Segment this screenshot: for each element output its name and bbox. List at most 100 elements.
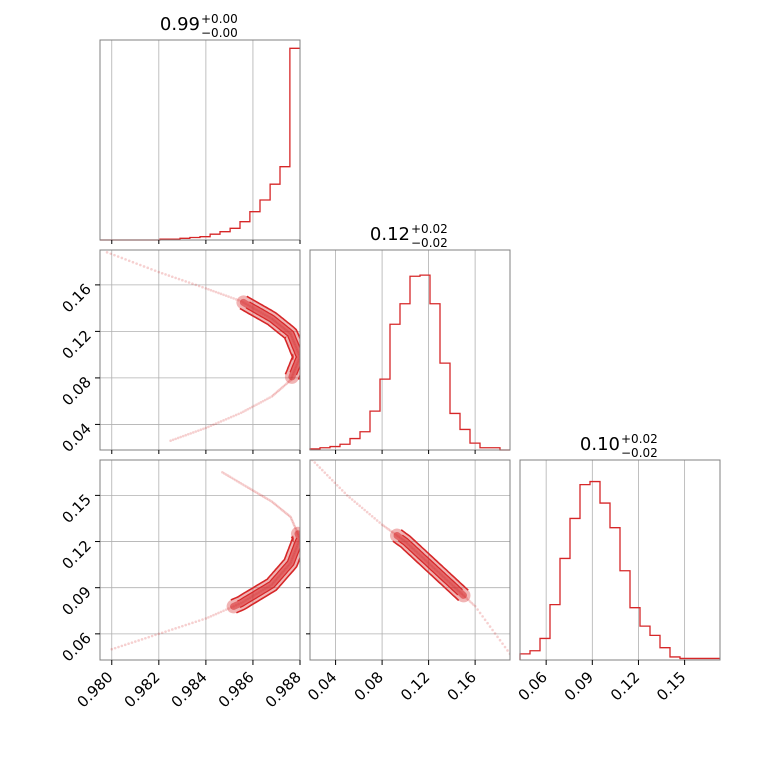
histogram-bin: [610, 528, 620, 660]
sample-point: [323, 471, 327, 474]
sample-point: [262, 495, 265, 498]
sample-point: [373, 517, 376, 520]
sample-point: [260, 494, 263, 497]
sample-point: [174, 627, 177, 630]
sample-point: [343, 491, 347, 495]
sample-point: [139, 263, 142, 267]
histogram-bin: [270, 184, 280, 240]
sample-point: [184, 433, 188, 437]
sample-point: [333, 481, 337, 485]
histogram-bin: [230, 228, 240, 240]
sample-point: [493, 632, 497, 635]
sample-point: [181, 278, 184, 282]
sample-point: [278, 388, 282, 391]
density-band: [239, 298, 300, 381]
histogram-bin: [550, 605, 560, 660]
y-tick-label: 0.04: [58, 420, 94, 456]
sample-point: [292, 523, 296, 526]
sample-point: [204, 287, 208, 290]
sample-point: [229, 415, 233, 419]
sample-point: [237, 480, 241, 484]
sample-point: [222, 293, 225, 297]
sample-point: [222, 419, 225, 422]
histogram-bin: [650, 635, 660, 660]
sample-point: [227, 607, 230, 610]
sample-point: [242, 410, 245, 413]
sample-point: [481, 615, 484, 618]
histogram-bin: [390, 324, 400, 450]
sample-point: [491, 628, 494, 632]
title-plus: +0.02: [411, 222, 448, 236]
sample-point: [174, 276, 177, 280]
sample-point: [150, 267, 153, 271]
contour-line: [246, 295, 300, 380]
histogram-bin: [520, 654, 530, 660]
histogram-bin: [290, 48, 300, 240]
title-plus: +0.02: [621, 432, 658, 446]
title-plus: +0.00: [201, 12, 238, 26]
histogram-bin: [570, 518, 580, 660]
sample-point: [217, 291, 220, 295]
sample-point: [142, 265, 146, 268]
sample-point: [486, 621, 489, 625]
y-tick-label: 0.06: [58, 629, 94, 665]
sample-point: [230, 476, 233, 480]
sample-point: [279, 507, 283, 511]
sample-point: [116, 255, 120, 258]
sample-point: [282, 384, 286, 388]
sample-point: [267, 498, 270, 501]
sample-point: [261, 399, 265, 403]
density-panel: [105, 251, 300, 442]
histogram-bin: [640, 626, 650, 660]
axes-frame: [99, 249, 301, 451]
sample-point: [496, 635, 499, 639]
sample-point: [365, 510, 369, 514]
sample-point: [258, 493, 262, 496]
sample-point: [255, 491, 258, 494]
sample-point: [109, 252, 113, 256]
x-tick-label: 0.06: [515, 668, 551, 704]
sample-point: [170, 628, 174, 631]
sample-point: [279, 387, 283, 390]
sample-point: [245, 485, 248, 488]
sample-point: [250, 405, 254, 409]
histogram-bin: [240, 222, 250, 240]
sample-point: [207, 616, 210, 619]
sample-point: [255, 403, 258, 406]
sample-point: [384, 525, 387, 529]
sample-point: [483, 618, 487, 622]
axes-frame: [309, 459, 511, 661]
sample-point: [263, 398, 267, 402]
x-tick-label: 0.988: [262, 668, 305, 711]
sample-point: [313, 461, 317, 464]
sample-point: [219, 292, 223, 296]
sample-point: [224, 294, 228, 297]
sample-point: [233, 478, 237, 482]
sample-point: [232, 477, 235, 481]
histogram-bin: [560, 558, 570, 660]
sample-point: [281, 509, 284, 512]
sample-point: [248, 406, 252, 410]
sample-point: [281, 385, 284, 389]
title-param-3: 0.10 +0.02 −0.02: [580, 432, 658, 460]
sample-point: [291, 521, 295, 525]
sample-point: [257, 492, 260, 495]
sample-point: [207, 287, 210, 291]
sample-point: [153, 269, 157, 272]
density-panel: [110, 471, 300, 651]
sample-point: [237, 298, 240, 302]
sample-point: [253, 490, 257, 493]
sample-point: [335, 483, 339, 487]
x-tick-label: 0.04: [304, 668, 340, 704]
histogram-bin: [260, 200, 270, 240]
y-tick-label: 0.09: [58, 583, 94, 619]
sample-point: [330, 478, 334, 482]
sample-point: [140, 638, 144, 641]
sample-point: [265, 497, 269, 500]
histogram-bin: [530, 651, 540, 660]
sample-point: [353, 500, 356, 503]
sample-point: [120, 644, 124, 648]
sample-point: [199, 428, 203, 432]
contour-line: [239, 546, 300, 608]
sample-point: [289, 517, 293, 520]
